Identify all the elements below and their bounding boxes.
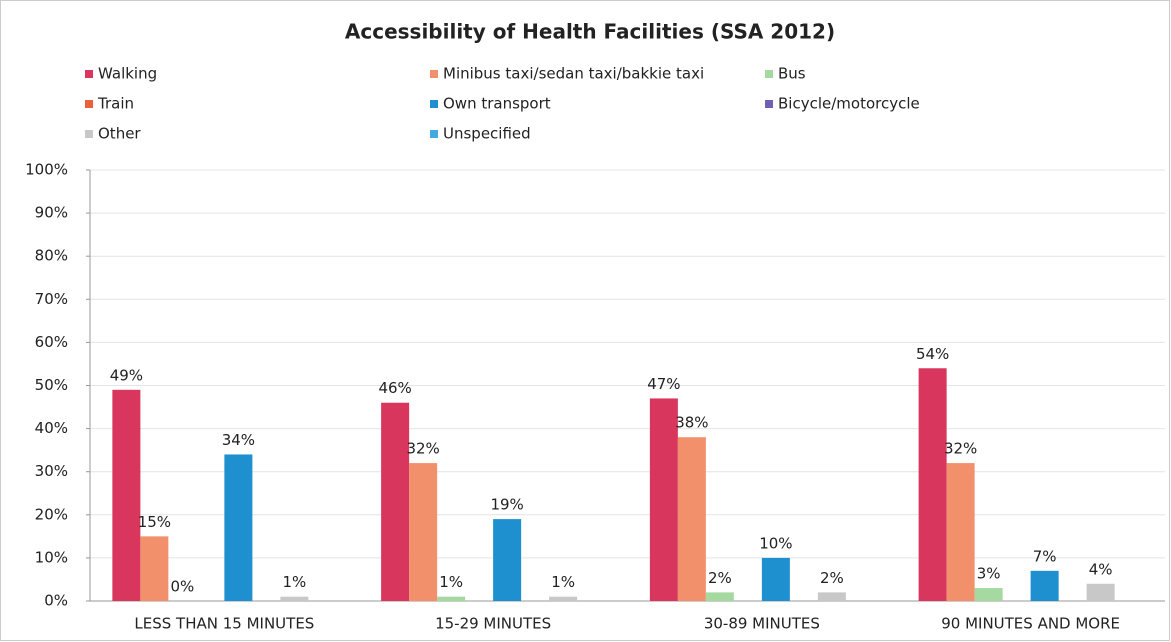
y-tick-label: 30% bbox=[35, 462, 68, 480]
data-label: 32% bbox=[944, 440, 977, 458]
legend-swatch bbox=[85, 100, 93, 108]
data-label: 10% bbox=[759, 534, 792, 552]
data-label: 19% bbox=[490, 496, 523, 514]
y-tick-label: 80% bbox=[35, 247, 68, 265]
bar bbox=[493, 519, 522, 601]
data-label: 1% bbox=[551, 573, 575, 591]
legend-label: Bus bbox=[778, 65, 806, 83]
bar bbox=[918, 368, 947, 601]
bar bbox=[437, 596, 466, 601]
y-tick-label: 50% bbox=[35, 376, 68, 394]
data-label: 34% bbox=[222, 431, 255, 449]
data-label: 49% bbox=[110, 366, 143, 384]
legend-label: Own transport bbox=[443, 95, 551, 113]
y-tick-label: 40% bbox=[35, 419, 68, 437]
data-label: 1% bbox=[439, 573, 463, 591]
x-tick-label: 15-29 MINUTES bbox=[435, 615, 551, 633]
legend-swatch bbox=[430, 130, 438, 138]
x-tick-label: LESS THAN 15 MINUTES bbox=[134, 615, 314, 633]
data-label: 2% bbox=[820, 569, 844, 587]
y-tick-label: 60% bbox=[35, 333, 68, 351]
legend-label: Walking bbox=[98, 65, 157, 83]
bar bbox=[817, 592, 846, 601]
legend-swatch bbox=[430, 70, 438, 78]
data-label: 1% bbox=[282, 573, 306, 591]
legend-label: Train bbox=[97, 95, 134, 113]
bar bbox=[112, 389, 141, 601]
data-label: 38% bbox=[675, 414, 708, 432]
legend-label: Bicycle/motorcycle bbox=[778, 95, 920, 113]
data-label: 47% bbox=[647, 375, 680, 393]
legend-swatch bbox=[765, 70, 773, 78]
bar bbox=[409, 463, 438, 601]
data-label: 7% bbox=[1033, 547, 1057, 565]
chart-title: Accessibility of Health Facilities (SSA … bbox=[345, 20, 835, 44]
x-tick-label: 90 MINUTES AND MORE bbox=[941, 615, 1120, 633]
y-tick-label: 0% bbox=[44, 592, 68, 610]
bar bbox=[381, 402, 410, 601]
y-tick-label: 70% bbox=[35, 290, 68, 308]
bar bbox=[974, 588, 1003, 601]
y-tick-label: 90% bbox=[35, 204, 68, 222]
legend-swatch bbox=[85, 130, 93, 138]
bar bbox=[280, 596, 309, 601]
y-tick-label: 20% bbox=[35, 505, 68, 523]
data-label: 54% bbox=[916, 345, 949, 363]
y-tick-label: 10% bbox=[35, 548, 68, 566]
legend-label: Unspecified bbox=[443, 125, 531, 143]
bar bbox=[549, 596, 578, 601]
data-label: 4% bbox=[1089, 560, 1113, 578]
bar bbox=[1086, 583, 1115, 601]
bar bbox=[677, 437, 706, 601]
legend-swatch bbox=[765, 100, 773, 108]
y-tick-label: 100% bbox=[25, 161, 68, 179]
bar bbox=[1030, 570, 1059, 601]
data-label: 46% bbox=[378, 379, 411, 397]
legend-label: Other bbox=[98, 125, 141, 143]
legend-swatch bbox=[85, 70, 93, 78]
legend-swatch bbox=[430, 100, 438, 108]
data-label: 2% bbox=[708, 569, 732, 587]
legend-label: Minibus taxi/sedan taxi/bakkie taxi bbox=[443, 65, 704, 83]
data-label: 0% bbox=[170, 578, 194, 596]
x-tick-label: 30-89 MINUTES bbox=[704, 615, 820, 633]
data-label: 15% bbox=[138, 513, 171, 531]
bar bbox=[224, 454, 253, 601]
bar bbox=[761, 557, 790, 601]
data-label: 32% bbox=[406, 440, 439, 458]
bar bbox=[649, 398, 678, 601]
bar bbox=[140, 536, 169, 601]
bar bbox=[705, 592, 734, 601]
data-label: 3% bbox=[977, 565, 1001, 583]
bar bbox=[946, 463, 975, 601]
